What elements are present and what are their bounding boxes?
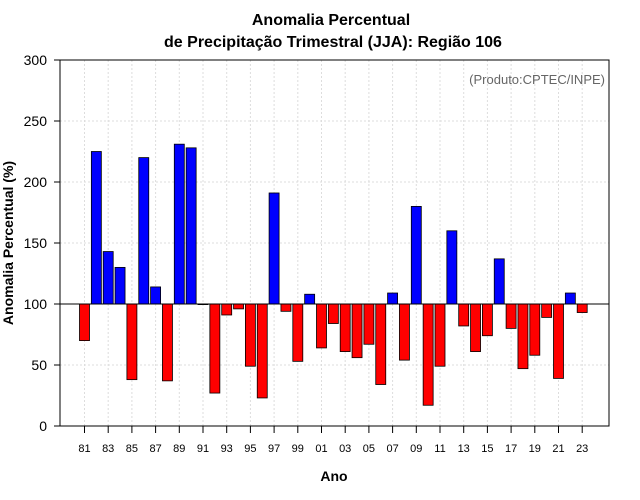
bar-95 — [244, 303, 256, 367]
x-tick-label: 21 — [552, 443, 564, 455]
bar-82 — [90, 151, 102, 305]
bar-85 — [126, 303, 138, 381]
bar-12 — [446, 230, 458, 305]
bar-96 — [256, 303, 268, 399]
bar-89 — [173, 143, 185, 305]
bar-05 — [363, 303, 375, 345]
x-tick-label: 23 — [576, 443, 588, 455]
x-axis-label: Ano — [320, 468, 347, 484]
x-tick-label: 09 — [410, 443, 422, 455]
bar-13 — [458, 303, 470, 327]
bar-17 — [505, 303, 517, 329]
bar-10 — [422, 303, 434, 406]
y-axis: 0 50 100 150 200 250 300 — [24, 52, 60, 434]
bar-83 — [102, 251, 114, 305]
bar-81 — [79, 303, 90, 341]
x-tick-label: 05 — [363, 443, 375, 455]
bar-08 — [399, 303, 410, 361]
bar-20 — [541, 303, 553, 318]
bar-22 — [564, 292, 576, 305]
x-tick-label: 85 — [126, 443, 138, 455]
y-tick-label: 100 — [24, 296, 48, 312]
bar-18 — [517, 303, 529, 370]
bar-90 — [185, 147, 197, 305]
chart-title-line1: Anomalia Percentual — [252, 12, 410, 29]
y-tick-label: 50 — [31, 357, 47, 373]
bars — [79, 143, 588, 406]
y-tick-label: 250 — [24, 113, 48, 129]
x-tick-label: 97 — [268, 443, 280, 455]
x-tick-label: 03 — [339, 443, 351, 455]
y-tick-label: 300 — [24, 52, 48, 68]
bar-15 — [481, 303, 493, 337]
grid — [60, 60, 609, 426]
x-tick-label: 01 — [315, 443, 327, 455]
bar-07 — [387, 292, 399, 305]
bar-88 — [162, 303, 173, 382]
x-tick-label: 87 — [149, 443, 161, 455]
x-tick-label: 91 — [197, 443, 209, 455]
chart-title-line2: de Precipitação Trimestral (JJA): Região… — [164, 34, 502, 51]
bar-14 — [470, 303, 481, 352]
y-tick-label: 0 — [39, 418, 47, 434]
x-tick-label: 81 — [78, 443, 90, 455]
x-tick-label: 19 — [529, 443, 541, 455]
bar-19 — [529, 303, 541, 356]
bar-94 — [233, 303, 244, 310]
x-axis: 81 83 85 87 89 91 93 95 97 99 01 03 05 07 09 11 13 15 17 19… — [78, 426, 588, 455]
y-tick-label: 200 — [24, 174, 48, 190]
bar-04 — [351, 303, 363, 359]
x-tick-label: 15 — [481, 443, 493, 455]
bar-01 — [316, 303, 327, 349]
y-tick-label: 150 — [24, 235, 48, 251]
x-tick-label: 93 — [221, 443, 233, 455]
x-tick-label: 13 — [458, 443, 470, 455]
credit-text: (Produto:CPTEC/INPE) — [469, 72, 605, 87]
bar-84 — [114, 266, 126, 305]
x-tick-label: 95 — [244, 443, 256, 455]
bar-23 — [576, 303, 588, 313]
bar-99 — [292, 303, 304, 362]
bar-86 — [138, 157, 150, 305]
bar-98 — [280, 303, 292, 312]
y-axis-label: Anomalia Percentual (%) — [0, 161, 16, 325]
bar-93 — [221, 303, 233, 316]
x-tick-label: 11 — [434, 443, 445, 455]
bar-16 — [493, 258, 505, 305]
bar-97 — [268, 192, 280, 305]
bar-06 — [375, 303, 387, 385]
bar-87 — [150, 286, 162, 305]
x-tick-label: 99 — [292, 443, 304, 455]
x-tick-label: 07 — [386, 443, 398, 455]
bar-00 — [304, 293, 316, 305]
x-tick-label: 83 — [102, 443, 114, 455]
bar-03 — [339, 303, 351, 352]
x-tick-label: 89 — [173, 443, 185, 455]
x-tick-label: 17 — [505, 443, 517, 455]
bar-09 — [410, 205, 422, 305]
bar-11 — [434, 303, 446, 367]
bar-21 — [553, 303, 564, 379]
bar-02 — [327, 303, 339, 324]
bar-92 — [209, 303, 221, 394]
